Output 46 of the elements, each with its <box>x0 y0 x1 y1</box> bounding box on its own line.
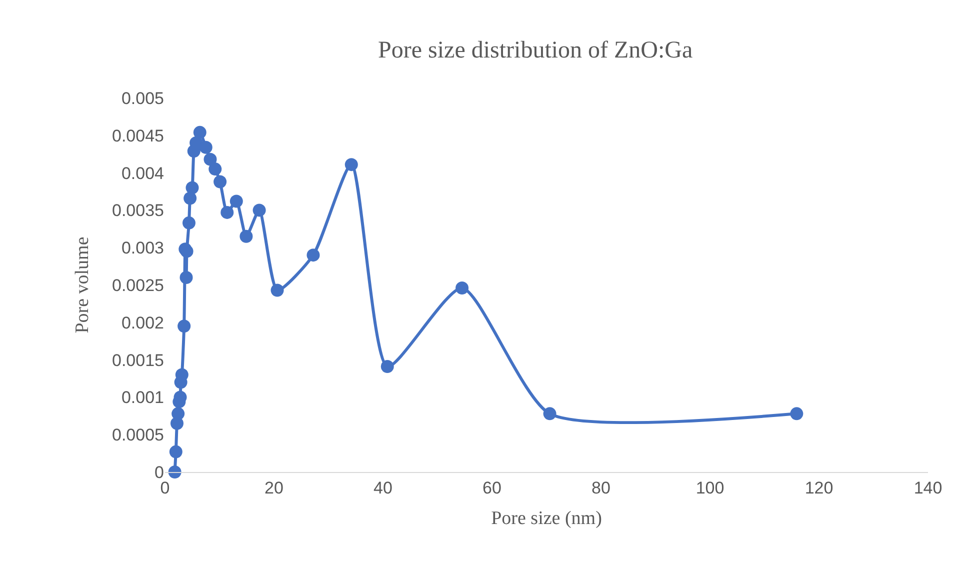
y-tick-label: 0.0025 <box>112 276 164 295</box>
point <box>230 194 243 208</box>
point <box>184 192 197 205</box>
point <box>168 466 182 478</box>
point <box>344 158 358 172</box>
point <box>172 407 185 420</box>
point <box>208 162 222 176</box>
point <box>193 126 206 139</box>
point <box>220 206 234 219</box>
x-tick-label: 40 <box>374 478 392 498</box>
point <box>180 271 193 284</box>
chart-title: Pore size distribution of ZnO:Ga <box>378 37 694 64</box>
x-tick-label: 60 <box>482 478 502 498</box>
point <box>178 320 191 333</box>
point <box>214 175 227 188</box>
y-tick-label: 0.0035 <box>112 201 164 220</box>
point <box>380 360 394 374</box>
x-tick-label: 120 <box>804 478 834 498</box>
y-tick-label: 0.004 <box>121 164 164 183</box>
point <box>240 230 253 243</box>
y-tick-label: 0.002 <box>121 313 164 332</box>
point <box>306 248 320 262</box>
point <box>456 281 469 294</box>
x-tick-label: 20 <box>264 478 284 498</box>
point <box>182 216 196 230</box>
point <box>790 407 804 420</box>
x-tick-label: 80 <box>592 478 610 498</box>
point <box>270 284 284 297</box>
y-tick-label: 0.0005 <box>112 426 164 445</box>
x-tick-label: 100 <box>696 478 724 498</box>
y-tick-label: 0.005 <box>121 88 164 108</box>
point <box>204 152 217 166</box>
point <box>175 368 188 382</box>
point <box>169 445 182 458</box>
y-tick-label: 0 <box>154 462 164 482</box>
x-axis-title: Pore size (nm) <box>491 508 602 530</box>
point <box>252 204 266 217</box>
y-axis-title: Pore volume <box>72 236 93 334</box>
y-tick-label: 0.0015 <box>112 350 164 370</box>
x-tick-label: 140 <box>914 478 942 498</box>
point <box>186 181 199 194</box>
y-tick-label: 0.0045 <box>112 126 164 146</box>
y-tick-label: 0.001 <box>121 388 164 408</box>
point <box>543 407 556 420</box>
y-tick-label: 0.003 <box>121 238 164 258</box>
point <box>199 140 212 154</box>
